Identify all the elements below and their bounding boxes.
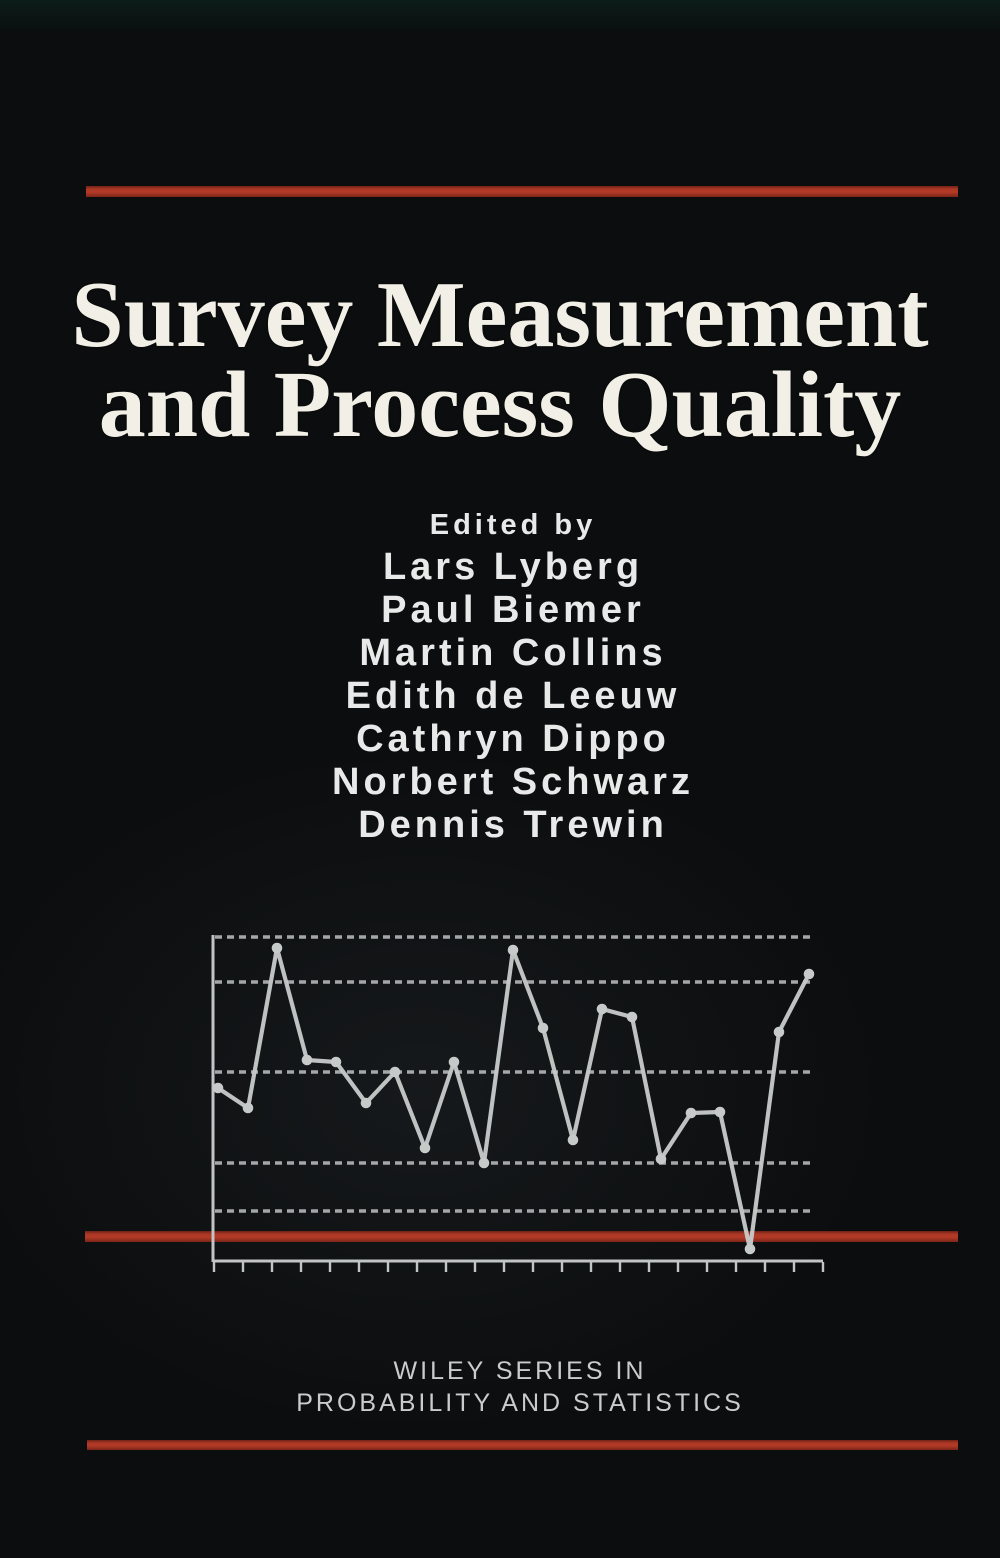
editor-name: Edith de Leeuw [345,675,681,717]
data-point-marker [301,1054,313,1066]
data-point-marker [242,1102,254,1114]
data-point-marker [773,1026,785,1038]
data-point-marker [567,1134,579,1146]
data-point-marker [360,1097,372,1109]
control-chart-graphic [211,935,825,1272]
data-point-marker [478,1157,490,1169]
top-red-rule [86,186,958,197]
data-point-marker [212,1082,224,1094]
data-point-marker [271,942,283,954]
data-point-marker [389,1066,401,1078]
data-point-marker [448,1056,460,1068]
book-title-line1: Survey Measurement [71,263,929,367]
editor-name: Paul Biemer [381,589,645,631]
data-point-marker [596,1003,608,1015]
editor-name: Martin Collins [359,632,667,674]
data-point-marker [655,1153,667,1165]
bottom-red-rule [87,1440,958,1450]
series-title-line2: PROBABILITY AND STATISTICS [296,1389,744,1417]
book-title: Survey Measurement and Process Quality [0,263,1000,457]
data-point-marker [330,1056,342,1068]
edited-by-label: Edited by [429,509,597,541]
middle-red-rule [85,1231,958,1242]
editor-name: Lars Lyberg [382,546,644,588]
data-point-marker [537,1022,549,1034]
editors-block: Edited by Lars Lyberg Paul Biemer Martin… [13,505,1000,847]
series-title-line1: WILEY SERIES IN [393,1357,647,1385]
book-title-line2: and Process Quality [98,353,902,457]
editor-name: Norbert Schwarz [332,761,694,803]
series-title: WILEY SERIES IN PROBABILITY AND STATISTI… [20,1355,1000,1419]
data-point-marker [744,1243,756,1255]
data-point-marker [803,968,815,980]
data-point-marker [685,1107,697,1119]
data-line [215,945,812,1252]
data-point-marker [626,1011,638,1023]
data-point-marker [419,1142,431,1154]
editor-name: Dennis Trewin [358,804,668,846]
data-point-marker [507,944,519,956]
data-point-marker [714,1106,726,1118]
editor-name: Cathryn Dippo [356,718,670,760]
